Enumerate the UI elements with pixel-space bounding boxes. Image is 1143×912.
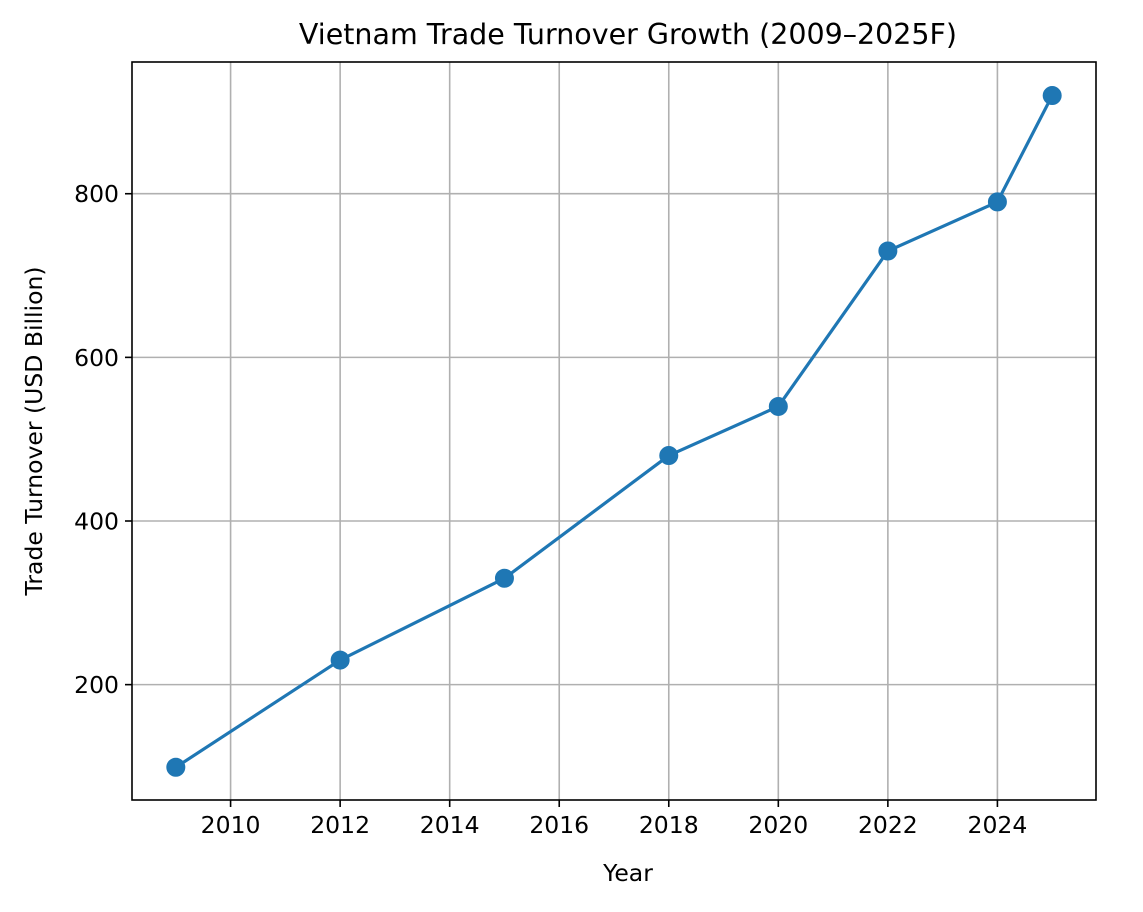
data-series <box>166 86 1062 777</box>
chart-title: Vietnam Trade Turnover Growth (2009–2025… <box>299 18 957 51</box>
data-point-marker <box>987 192 1007 212</box>
y-tick-label: 800 <box>74 180 119 208</box>
data-point-marker <box>878 241 898 261</box>
data-point-marker <box>330 650 350 670</box>
x-axis-label: Year <box>602 859 653 887</box>
x-tick-label: 2022 <box>858 811 918 839</box>
x-tick-label: 2016 <box>529 811 589 839</box>
data-point-marker <box>166 757 186 777</box>
series-line <box>174 93 1054 769</box>
y-axis-label: Trade Turnover (USD Billion) <box>20 266 48 596</box>
x-tick-label: 2020 <box>748 811 808 839</box>
x-tick-label: 2018 <box>639 811 699 839</box>
x-tick-label: 2010 <box>201 811 261 839</box>
plot-area-frame <box>131 61 1097 801</box>
data-point-marker <box>659 446 679 466</box>
x-tick-label: 2012 <box>310 811 370 839</box>
x-tick-label: 2024 <box>968 811 1028 839</box>
y-tick-label: 600 <box>74 344 119 372</box>
data-point-marker <box>494 568 514 588</box>
data-point-marker <box>1042 86 1062 106</box>
y-tick-label: 400 <box>74 508 119 536</box>
axis-ticks: 2010 2012 2014 2016 2018 2020 2022 2024 200 400 60… <box>74 180 1027 839</box>
x-tick-label: 2014 <box>420 811 480 839</box>
grid-lines <box>132 62 1096 800</box>
data-point-marker <box>768 396 788 416</box>
y-tick-label: 200 <box>74 671 119 699</box>
